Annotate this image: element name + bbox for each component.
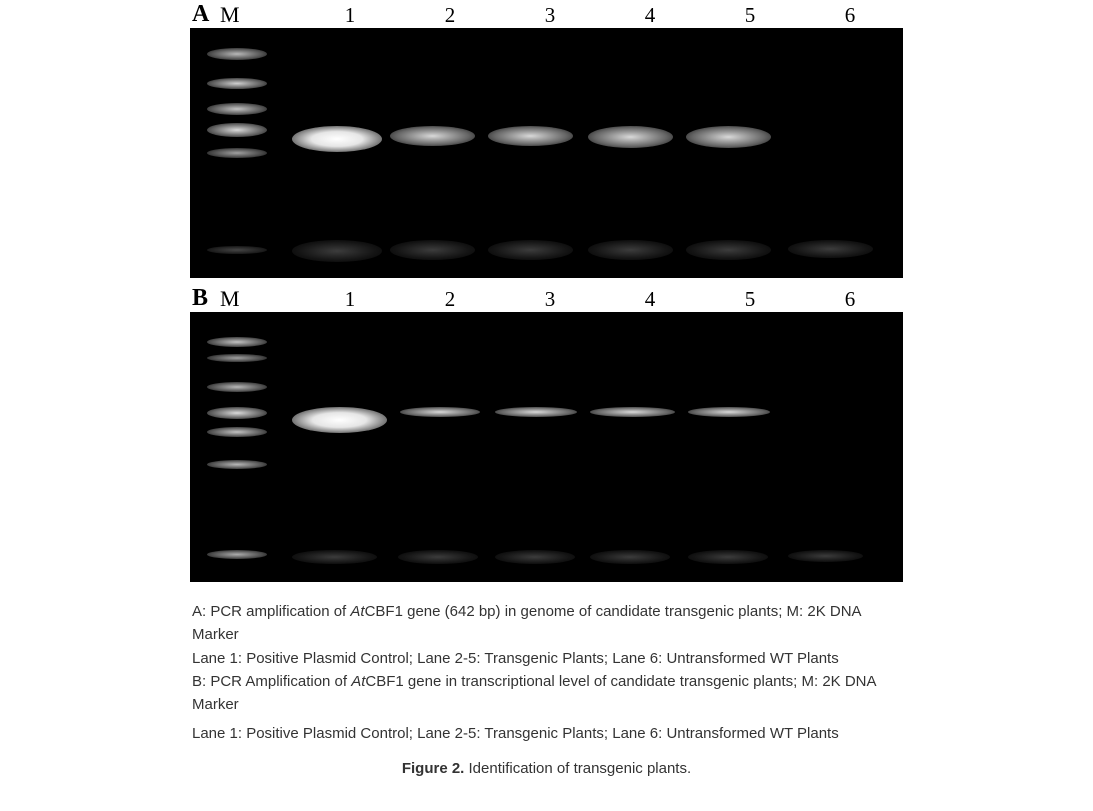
- figure-number: Figure 2.: [402, 760, 465, 777]
- sample-band: [590, 407, 675, 417]
- lane-label-2: 2: [400, 3, 500, 28]
- marker-band: [207, 148, 267, 158]
- figure-caption: A: PCR amplification of AtCBF1 gene (642…: [190, 600, 903, 746]
- marker-band: [207, 460, 267, 469]
- figure-title-text: Identification of transgenic plants.: [464, 760, 691, 777]
- marker-band: [207, 382, 267, 392]
- sample-band: [686, 126, 771, 148]
- gel-panel-b: B M 1 2 3 4 5 6: [190, 286, 903, 582]
- dim-band: [590, 550, 670, 564]
- caption-text: B: PCR Amplification of: [192, 673, 351, 690]
- lane-label-5: 5: [700, 287, 800, 312]
- dim-band: [390, 240, 475, 260]
- lane-label-3: 3: [500, 287, 600, 312]
- sample-band: [400, 407, 480, 417]
- caption-line-b2: Lane 1: Positive Plasmid Control; Lane 2…: [192, 722, 901, 745]
- marker-band: [207, 246, 267, 254]
- sample-band: [688, 407, 770, 417]
- marker-band: [207, 354, 267, 362]
- lane-label-m: M: [220, 2, 300, 28]
- dim-band: [686, 240, 771, 260]
- dim-band: [488, 240, 573, 260]
- marker-band: [207, 427, 267, 437]
- sample-band: [390, 126, 475, 146]
- marker-band: [207, 48, 267, 60]
- dim-band: [588, 240, 673, 260]
- caption-text: A: PCR amplification of: [192, 603, 350, 620]
- marker-band: [207, 550, 267, 559]
- dim-band: [788, 550, 863, 562]
- marker-lane: [192, 28, 282, 278]
- figure-title: Figure 2. Identification of transgenic p…: [190, 760, 903, 777]
- sample-band: [488, 126, 573, 146]
- figure-container: A M 1 2 3 4 5 6 B M 1 2 3 4 5 6 A: PCR a…: [190, 2, 903, 777]
- dim-band: [292, 550, 377, 564]
- panel-letter-a: A: [190, 1, 220, 28]
- marker-band: [207, 103, 267, 115]
- lane-label-1: 1: [300, 3, 400, 28]
- lane-labels-a: A M 1 2 3 4 5 6: [190, 2, 903, 28]
- gel-image-b: [190, 312, 903, 582]
- caption-line-a2: Lane 1: Positive Plasmid Control; Lane 2…: [192, 647, 901, 670]
- lane-label-2: 2: [400, 287, 500, 312]
- marker-band: [207, 407, 267, 419]
- gel-panel-a: A M 1 2 3 4 5 6: [190, 2, 903, 278]
- dim-band: [688, 550, 768, 564]
- lane-label-m: M: [220, 286, 300, 312]
- sample-band: [588, 126, 673, 148]
- lane-label-3: 3: [500, 3, 600, 28]
- caption-italic: At: [350, 603, 364, 620]
- marker-band: [207, 337, 267, 347]
- marker-band: [207, 78, 267, 89]
- sample-band: [292, 126, 382, 152]
- marker-lane: [192, 312, 282, 582]
- lane-label-5: 5: [700, 3, 800, 28]
- dim-band: [788, 240, 873, 258]
- dim-band: [398, 550, 478, 564]
- marker-band: [207, 123, 267, 137]
- caption-line-b: B: PCR Amplification of AtCBF1 gene in t…: [192, 670, 901, 717]
- lane-label-1: 1: [300, 287, 400, 312]
- sample-band: [292, 407, 387, 433]
- gel-image-a: [190, 28, 903, 278]
- sample-band: [495, 407, 577, 417]
- lane-label-6: 6: [800, 3, 900, 28]
- panel-letter-b: B: [190, 285, 220, 312]
- lane-labels-b: B M 1 2 3 4 5 6: [190, 286, 903, 312]
- lane-label-4: 4: [600, 3, 700, 28]
- caption-bp: 642 bp: [450, 603, 496, 620]
- caption-line-a: A: PCR amplification of AtCBF1 gene (642…: [192, 600, 901, 647]
- dim-band: [292, 240, 382, 262]
- caption-italic: At: [351, 673, 365, 690]
- lane-label-6: 6: [800, 287, 900, 312]
- lane-label-4: 4: [600, 287, 700, 312]
- dim-band: [495, 550, 575, 564]
- caption-text: CBF1 gene (: [365, 603, 450, 620]
